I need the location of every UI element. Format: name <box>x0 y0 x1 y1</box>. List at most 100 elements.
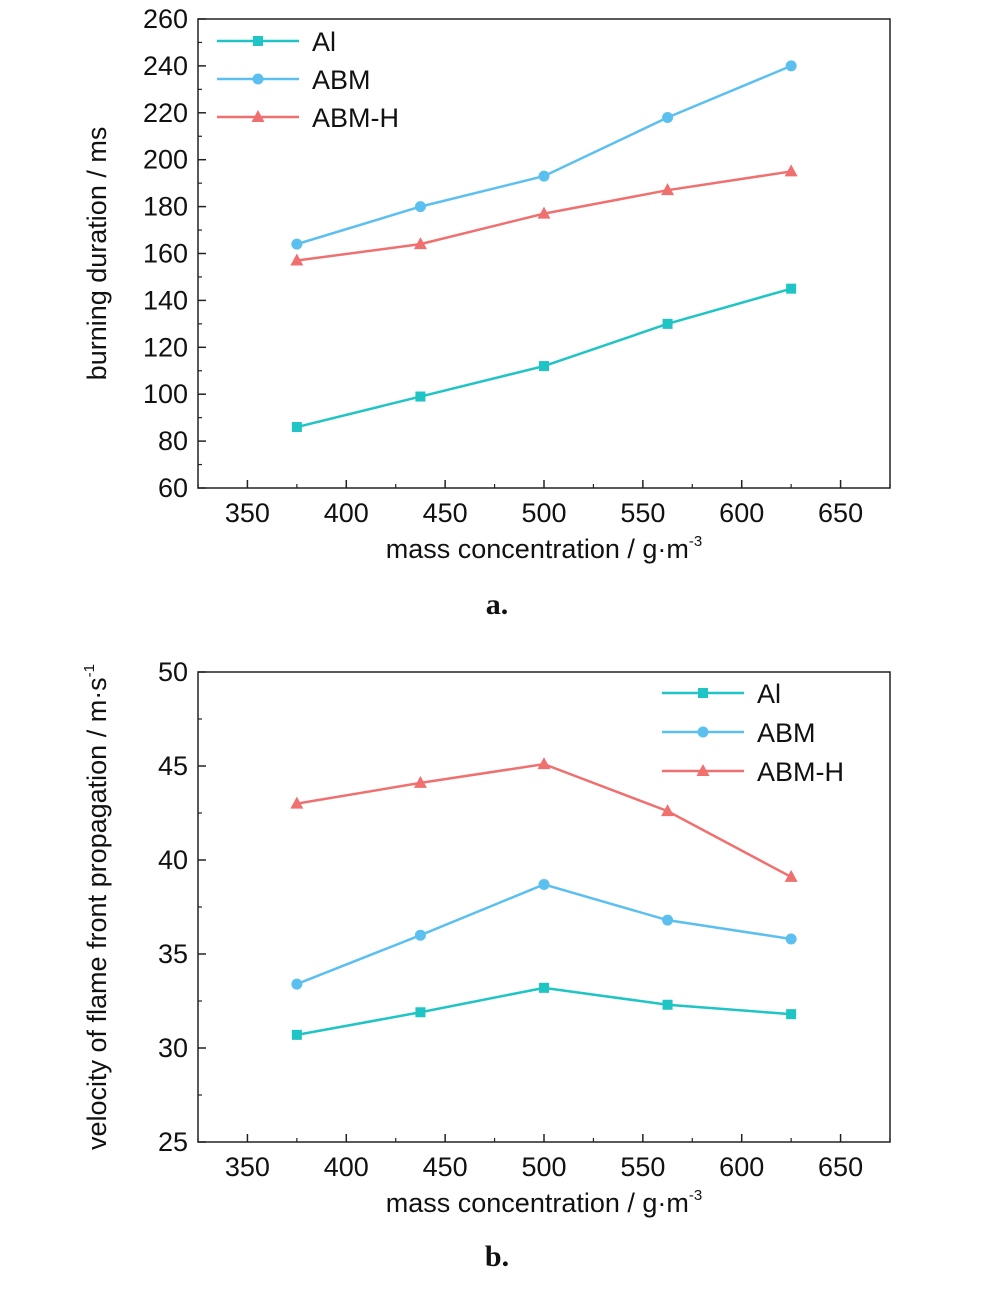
legend-marker <box>252 73 264 85</box>
legend: Al ABM ABM-H <box>662 679 844 787</box>
data-point-abm <box>785 60 797 72</box>
legend: Al ABM ABM-H <box>217 27 399 133</box>
x-tick-label: 350 <box>225 1152 270 1182</box>
flame-velocity-chart: 25 30 35 40 45 50 350 400 450 500 550 600 650 mass co… <box>81 657 891 1218</box>
data-point-abm <box>291 238 303 250</box>
y-tick-label: 120 <box>143 332 188 362</box>
caption-a: a. <box>485 588 509 621</box>
data-point-abm-h <box>290 796 304 809</box>
legend-label: ABM-H <box>312 103 399 133</box>
y-tick-label: 140 <box>143 285 188 315</box>
x-tick-label: 500 <box>521 498 566 528</box>
data-point-abm <box>414 929 426 941</box>
data-point-abm <box>785 933 797 945</box>
data-point-al <box>539 361 549 372</box>
x-axis-label-text: mass concentration / g·m <box>386 534 689 564</box>
series-abm <box>291 878 797 990</box>
data-point-abm-h <box>661 804 675 817</box>
y-tick-label: 180 <box>143 192 188 222</box>
y-tick-label: 100 <box>143 379 188 409</box>
data-point-abm <box>662 914 674 926</box>
burning-duration-chart: 60 80 100 120 140 160 180 200 220 240 260 350 400 450… <box>82 4 891 564</box>
x-tick-label: 500 <box>521 1152 566 1182</box>
x-axis-label-superscript: -3 <box>689 1187 702 1204</box>
series-abm-h <box>290 164 798 266</box>
y-tick-label: 30 <box>158 1033 188 1063</box>
legend-label: ABM <box>757 718 816 748</box>
legend-marker <box>253 36 263 46</box>
y-axis-label-text: burning duration / ms <box>82 127 112 381</box>
x-tick-label: 650 <box>818 498 863 528</box>
data-point-abm-h <box>413 775 427 788</box>
y-tick-label: 50 <box>158 657 188 687</box>
y-tick-label: 220 <box>143 98 188 128</box>
data-point-abm-h <box>784 164 798 177</box>
chart-panel-b: 25 30 35 40 45 50 350 400 450 500 550 600 650 mass co… <box>0 650 994 1304</box>
series-line-al <box>296 986 792 1037</box>
data-point-al <box>415 391 426 402</box>
y-tick-label: 160 <box>143 239 188 269</box>
data-point-abm-h <box>413 237 427 250</box>
legend-marker <box>697 726 709 738</box>
x-tick-label: 650 <box>818 1152 863 1182</box>
data-point-al <box>786 283 797 294</box>
data-point-abm-h <box>661 183 675 196</box>
series-line-abm-h <box>296 762 792 879</box>
series-abm <box>291 60 797 250</box>
x-axis-label: mass concentration / g·m-3 <box>386 1187 702 1218</box>
y-axis-label-superscript: -1 <box>81 664 98 677</box>
data-point-abm <box>538 170 550 182</box>
y-tick-label: 80 <box>158 426 188 456</box>
x-axis-label: mass concentration / g·m-3 <box>386 533 702 564</box>
legend-label: ABM <box>312 65 371 95</box>
y-axis-label: burning duration / ms <box>82 127 112 381</box>
series-al <box>291 982 797 1040</box>
data-point-abm <box>414 201 426 213</box>
data-point-al <box>539 982 549 993</box>
chart-panel-a: 60 80 100 120 140 160 180 200 220 240 260 350 400 450… <box>0 0 994 650</box>
data-point-al <box>291 1029 302 1040</box>
y-tick-label: 240 <box>143 51 188 81</box>
legend-label: ABM-H <box>757 757 844 787</box>
x-tick-label: 350 <box>225 498 270 528</box>
legend-marker <box>251 110 265 122</box>
x-tick-label: 450 <box>423 1152 468 1182</box>
x-axis-label-text: mass concentration / g·m <box>386 1188 689 1218</box>
x-axis-label-superscript: -3 <box>689 533 702 550</box>
series-abm-h <box>290 757 798 882</box>
legend-marker <box>696 764 710 776</box>
x-tick-label: 550 <box>620 498 665 528</box>
y-tick-label: 25 <box>158 1127 188 1157</box>
data-point-abm <box>662 111 674 123</box>
x-tick-label: 450 <box>423 498 468 528</box>
x-tick-label: 400 <box>324 1152 369 1182</box>
caption-b: b. <box>484 1240 510 1273</box>
y-tick-label: 60 <box>158 473 188 503</box>
legend-label: Al <box>757 679 781 709</box>
x-tick-label: 550 <box>620 1152 665 1182</box>
series-al <box>291 283 797 433</box>
data-point-al <box>662 999 673 1010</box>
data-point-abm-h <box>537 757 551 770</box>
x-tick-label: 600 <box>719 1152 764 1182</box>
data-point-abm <box>291 978 303 990</box>
y-tick-label: 200 <box>143 145 188 175</box>
plot-frame <box>197 18 891 489</box>
data-point-al <box>415 1007 426 1018</box>
data-point-abm <box>538 878 550 890</box>
data-point-abm-h <box>290 253 304 266</box>
y-tick-label: 45 <box>158 751 188 781</box>
series-line-al <box>296 287 792 429</box>
data-point-al <box>291 422 302 433</box>
x-tick-label: 600 <box>719 498 764 528</box>
y-tick-label: 35 <box>158 939 188 969</box>
x-tick-label: 400 <box>324 498 369 528</box>
data-point-abm-h <box>784 869 798 882</box>
series-line-abm <box>296 883 792 986</box>
data-point-al <box>662 318 673 329</box>
legend-marker <box>698 688 708 698</box>
data-point-abm-h <box>537 206 551 219</box>
legend-label: Al <box>312 27 336 57</box>
y-axis-label-text: velocity of flame front propagation / m·… <box>82 677 112 1150</box>
y-tick-label: 260 <box>143 4 188 34</box>
